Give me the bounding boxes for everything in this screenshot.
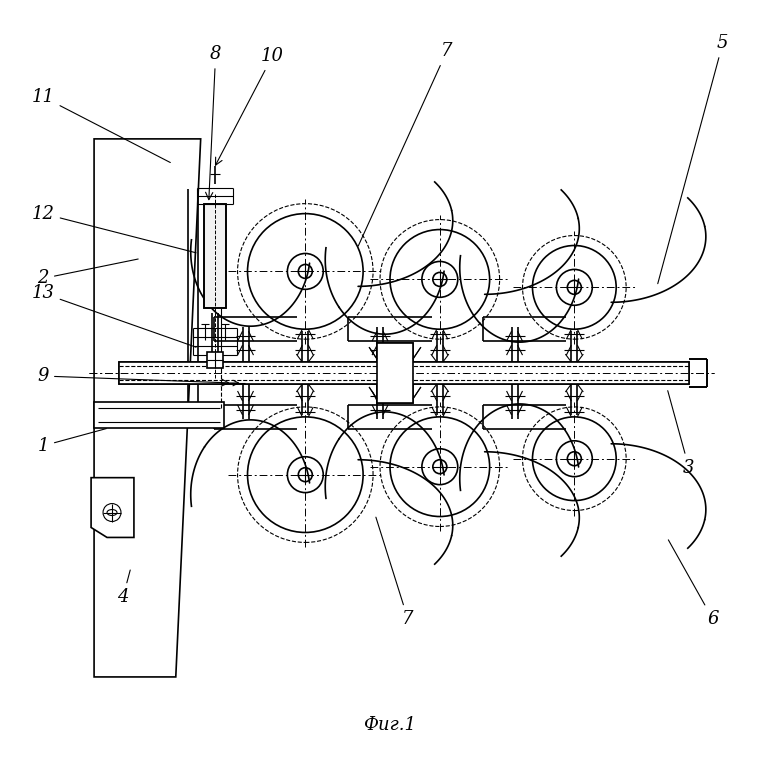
Circle shape <box>103 504 121 521</box>
Bar <box>207 352 222 368</box>
Text: 6: 6 <box>668 540 718 628</box>
Text: 8: 8 <box>206 45 222 200</box>
Bar <box>204 204 225 308</box>
Text: 12: 12 <box>32 204 196 253</box>
Text: 10: 10 <box>215 47 284 165</box>
Bar <box>119 362 689 384</box>
Bar <box>377 343 413 403</box>
Text: 11: 11 <box>32 88 170 163</box>
Bar <box>94 402 224 428</box>
Text: 3: 3 <box>668 391 695 477</box>
Bar <box>204 204 225 308</box>
Text: 2: 2 <box>37 259 138 287</box>
Bar <box>377 343 413 403</box>
Text: 1: 1 <box>37 429 106 455</box>
Text: 9: 9 <box>37 367 229 386</box>
Text: 7: 7 <box>376 517 413 628</box>
Text: 13: 13 <box>32 284 196 347</box>
Text: 7: 7 <box>358 42 452 246</box>
Bar <box>119 362 689 384</box>
Text: 4: 4 <box>117 570 130 606</box>
Text: Фиг.1: Фиг.1 <box>363 716 417 733</box>
Text: 5: 5 <box>658 35 729 283</box>
Polygon shape <box>91 478 134 538</box>
